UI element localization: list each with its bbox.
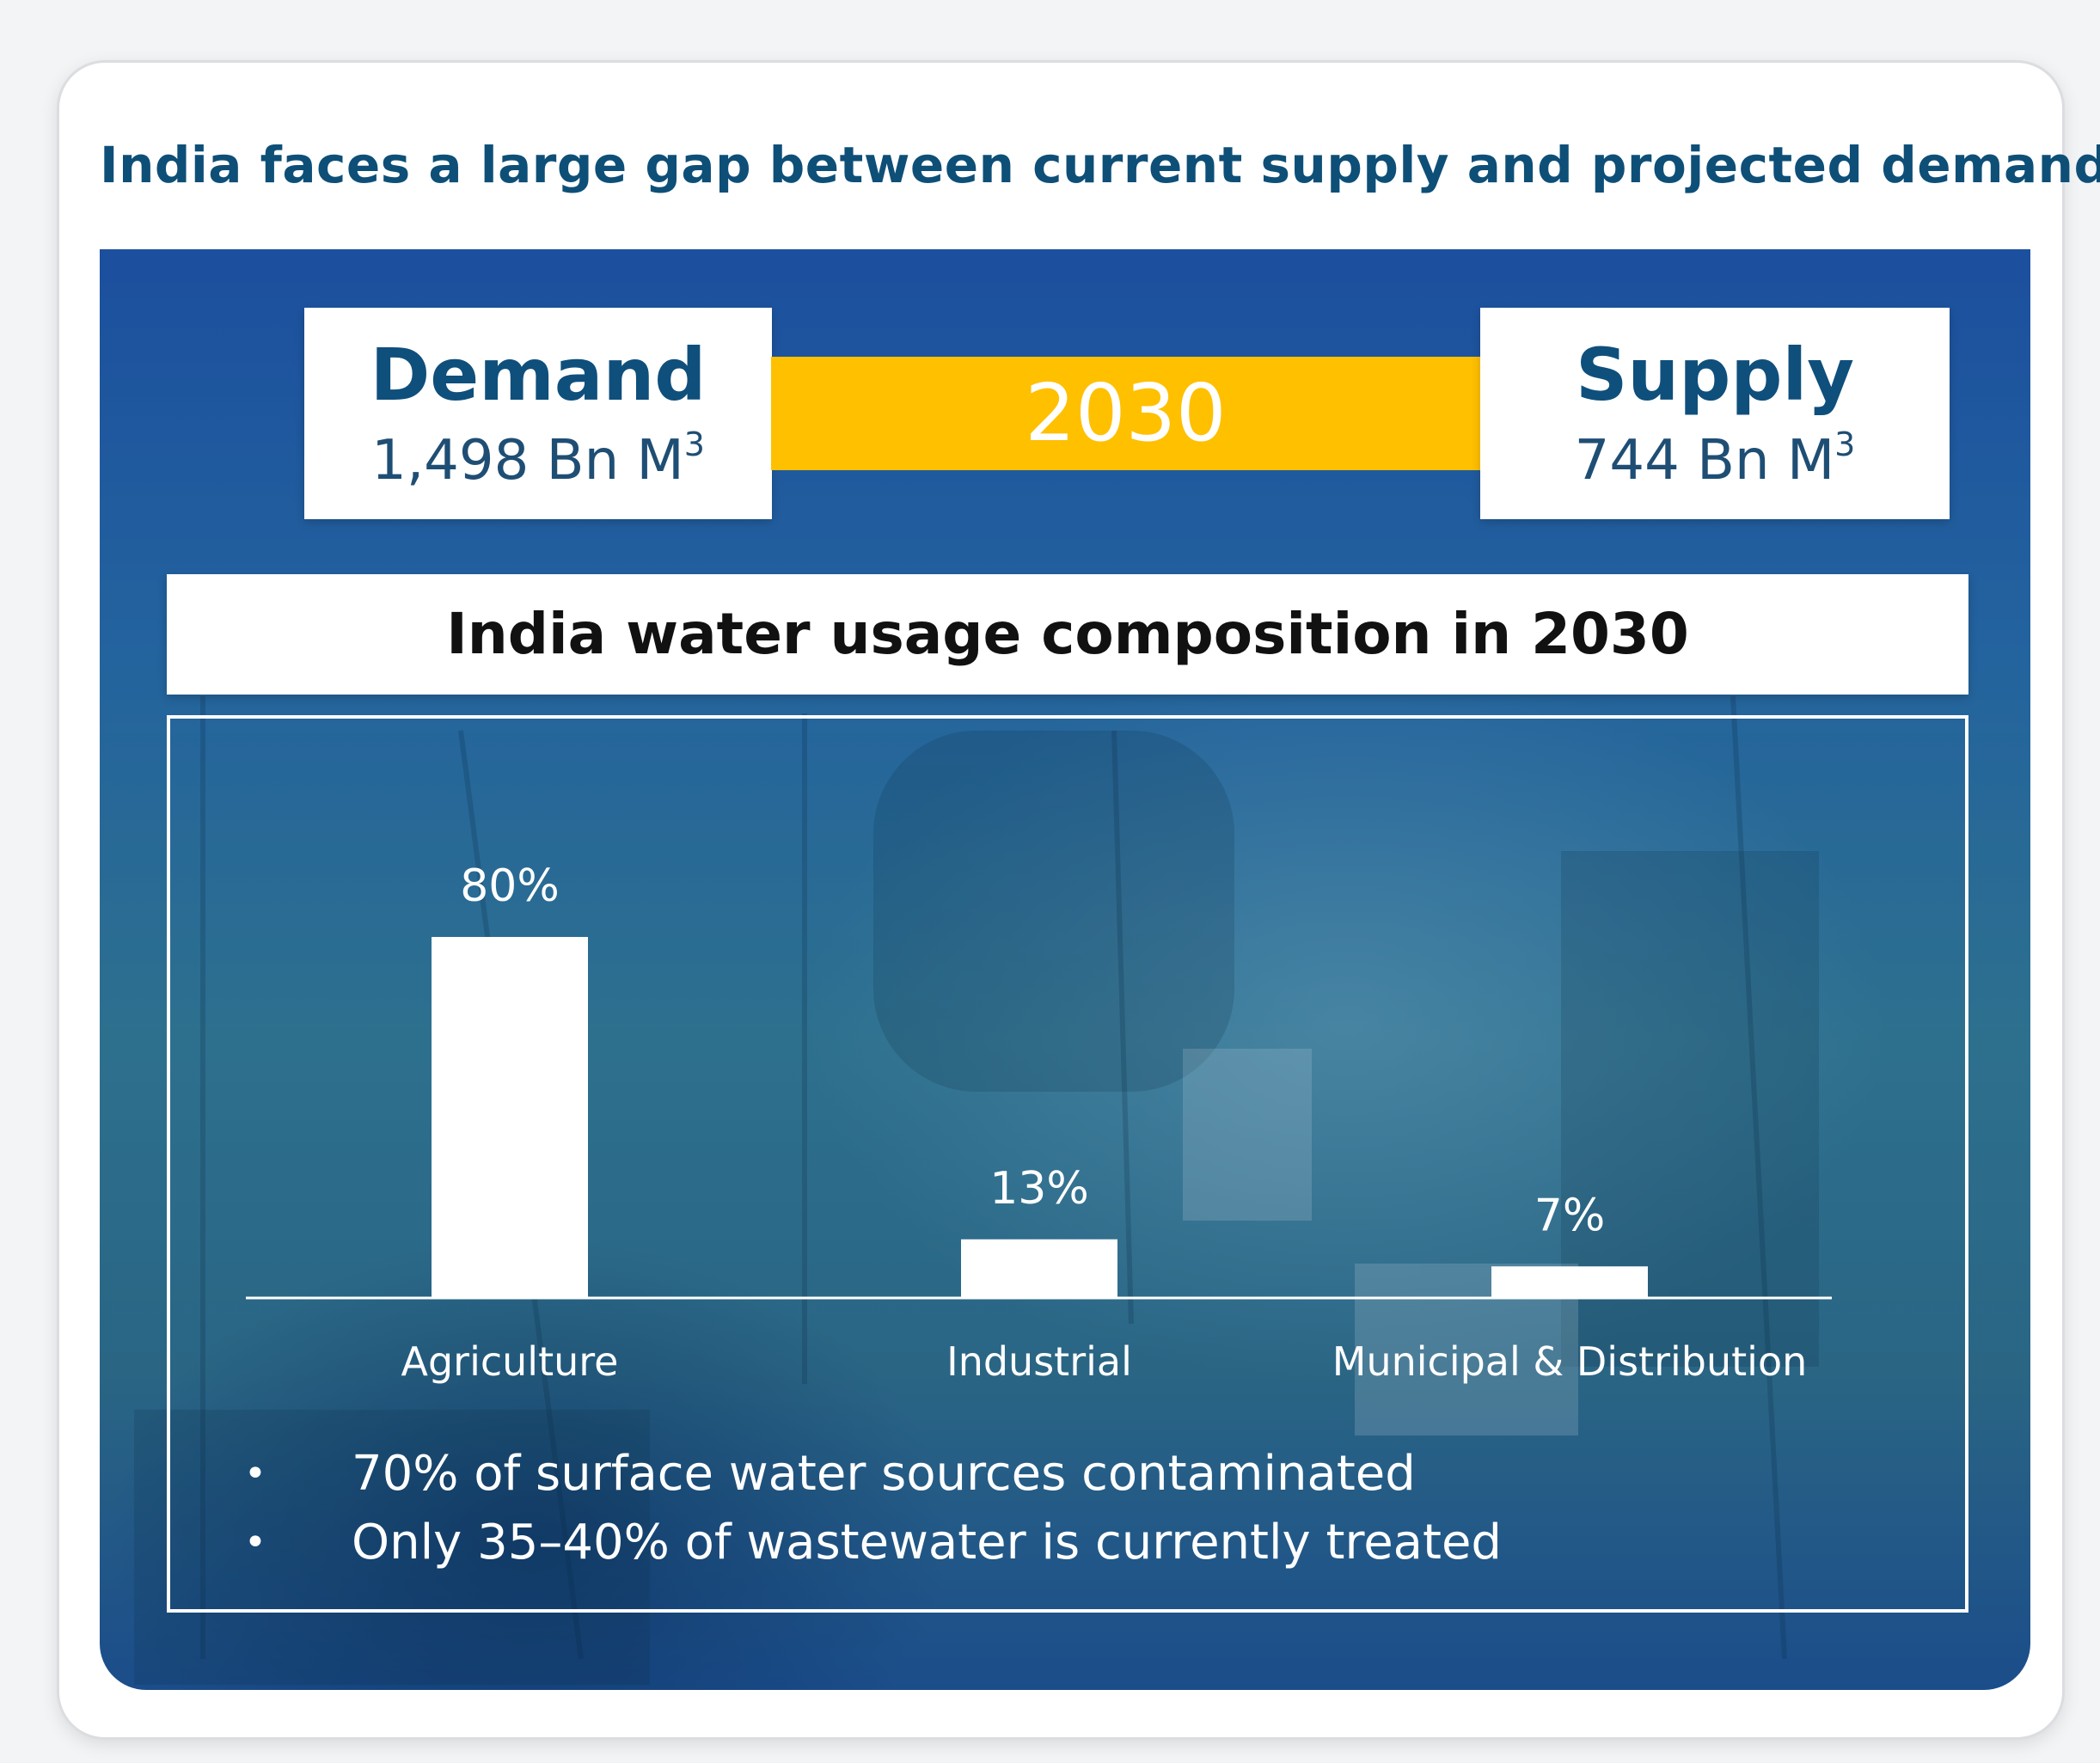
bullet-list: • 70% of surface water sources contaminat… xyxy=(244,1440,1502,1577)
bar-municipal-distribution xyxy=(1491,1266,1648,1298)
year-banner: 2030 xyxy=(771,357,1480,470)
bullet-text: Only 35–40% of wastewater is currently t… xyxy=(352,1515,1502,1570)
category-label: Industrial xyxy=(946,1338,1132,1385)
bullet-text: 70% of surface water sources contaminate… xyxy=(352,1446,1416,1502)
bullet-item: • Only 35–40% of wastewater is currently … xyxy=(244,1509,1502,1577)
supply-title: Supply xyxy=(1575,333,1855,417)
supply-value: 744 Bn M3 xyxy=(1480,428,1950,488)
chart-title: India water usage composition in 2030 xyxy=(167,574,1968,695)
bullet-dot: • xyxy=(244,1521,266,1564)
category-label: Municipal & Distribution xyxy=(1332,1338,1808,1385)
background-photo xyxy=(134,695,1819,1685)
demand-title: Demand xyxy=(370,333,707,417)
supply-value-text: 744 Bn M xyxy=(1574,429,1835,493)
page-title: India faces a large gap between current … xyxy=(100,136,2100,194)
data-label: 7% xyxy=(1534,1190,1606,1241)
demand-value: 1,498 Bn M3 xyxy=(304,428,772,488)
data-label: 13% xyxy=(989,1163,1089,1215)
bar-industrial xyxy=(961,1239,1117,1298)
demand-unit-exponent: 3 xyxy=(683,425,705,463)
demand-value-text: 1,498 Bn M xyxy=(371,429,684,493)
category-label: Agriculture xyxy=(401,1338,619,1385)
supply-box: Supply 744 Bn M3 xyxy=(1480,308,1950,519)
data-label: 80% xyxy=(460,860,560,912)
chart-frame xyxy=(167,715,1968,1613)
bar-agriculture xyxy=(432,937,588,1298)
content-panel: Demand 1,498 Bn M3 2030 Supply 744 Bn M3… xyxy=(100,249,2030,1690)
supply-unit-exponent: 3 xyxy=(1834,425,1856,463)
bullet-item: • 70% of surface water sources contaminat… xyxy=(244,1440,1502,1509)
bullet-dot: • xyxy=(244,1452,266,1496)
demand-box: Demand 1,498 Bn M3 xyxy=(304,308,772,519)
water-usage-bar-chart: 80% Agriculture 13% Industrial 7% Municipal &… xyxy=(246,860,1832,1385)
